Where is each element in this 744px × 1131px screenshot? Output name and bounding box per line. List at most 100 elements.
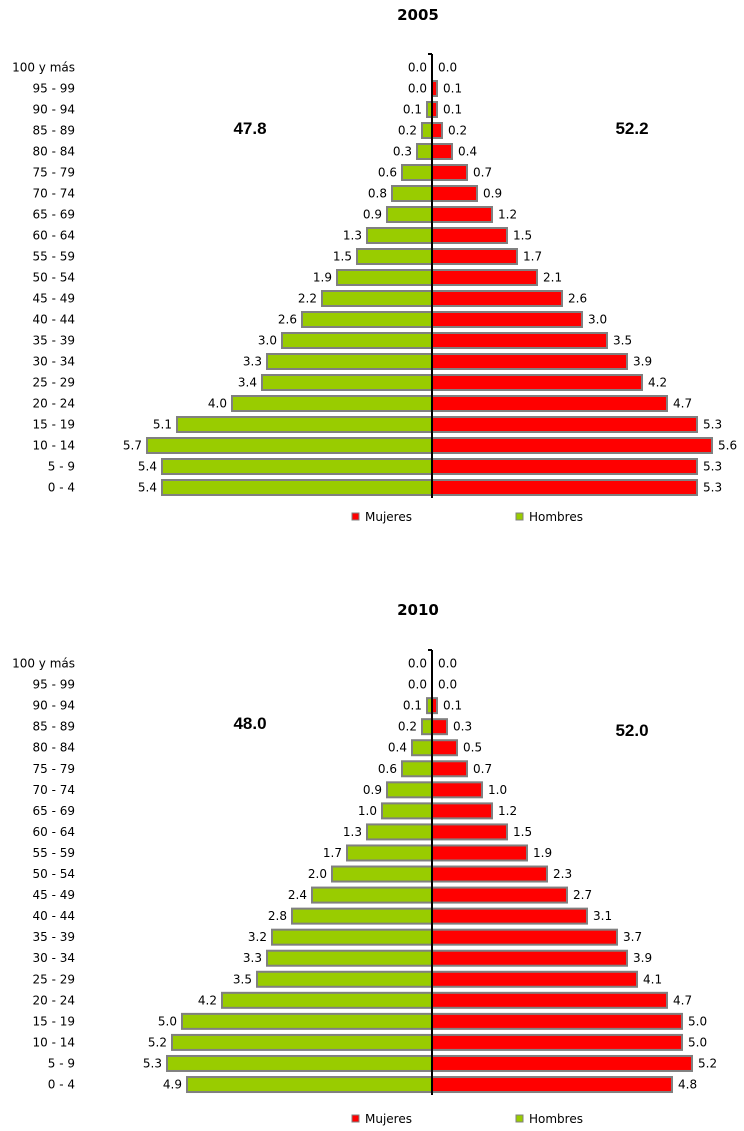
mujeres-value-label: 5.0 (688, 1014, 707, 1028)
mujeres-value-label: 0.5 (463, 741, 482, 755)
age-group-label: 30 - 34 (33, 951, 76, 965)
hombres-value-label: 5.7 (123, 439, 142, 453)
hombres-value-label: 2.4 (288, 888, 307, 902)
hombres-value-label: 1.0 (358, 804, 377, 818)
mujeres-value-label: 3.5 (613, 334, 632, 348)
age-group-label: 30 - 34 (33, 355, 76, 369)
hombres-value-label: 2.6 (278, 313, 297, 327)
legend-swatch-mujeres (351, 512, 360, 521)
legend-label-mujeres: Mujeres (365, 510, 412, 524)
legend-swatch-hombres (515, 512, 524, 521)
mujeres-value-label: 2.6 (568, 292, 587, 306)
mujeres-bar (431, 865, 548, 883)
mujeres-value-label: 4.1 (643, 972, 662, 986)
mujeres-bar (431, 479, 698, 496)
mujeres-value-label: 3.7 (623, 930, 642, 944)
hombres-value-label: 1.3 (343, 825, 362, 839)
hombres-value-label: 4.0 (208, 397, 227, 411)
age-group-label: 25 - 29 (33, 376, 76, 390)
age-group-label: 95 - 99 (33, 678, 76, 692)
mujeres-value-label: 0.2 (448, 124, 467, 138)
hombres-bar (356, 248, 433, 265)
hombres-value-label: 2.2 (298, 292, 317, 306)
mujeres-value-label: 1.5 (513, 825, 532, 839)
age-group-label: 15 - 19 (33, 418, 76, 432)
mujeres-bar (431, 185, 478, 202)
hombres-value-label: 4.9 (163, 1078, 182, 1092)
age-group-label: 40 - 44 (33, 313, 76, 327)
hombres-bar (421, 122, 433, 139)
age-group-label: 55 - 59 (33, 250, 76, 264)
mujeres-bar (431, 248, 518, 265)
age-group-label: 85 - 89 (33, 124, 76, 138)
hombres-value-label: 3.4 (238, 376, 257, 390)
mujeres-value-label: 1.9 (533, 846, 552, 860)
mujeres-bar (431, 844, 528, 862)
age-group-label: 55 - 59 (33, 846, 76, 860)
mujeres-bar (431, 1076, 673, 1094)
mujeres-bar (431, 395, 668, 412)
age-group-label: 0 - 4 (48, 481, 75, 495)
mujeres-bar (431, 332, 608, 349)
mujeres-bar (431, 907, 588, 925)
hombres-value-label: 5.1 (153, 418, 172, 432)
mujeres-value-label: 4.7 (673, 993, 692, 1007)
mujeres-value-label: 1.2 (498, 804, 517, 818)
mujeres-bar (431, 970, 638, 988)
age-group-label: 5 - 9 (48, 1056, 75, 1070)
age-group-label: 60 - 64 (33, 229, 76, 243)
mujeres-value-label: 5.6 (718, 439, 737, 453)
mujeres-value-label: 2.1 (543, 271, 562, 285)
hombres-value-label: 5.4 (138, 460, 157, 474)
hombres-bar (161, 458, 433, 475)
hombres-bar (336, 269, 433, 286)
mujeres-bar (431, 374, 643, 391)
hombres-bar (346, 844, 433, 862)
mujeres-total: 52.0 (615, 721, 648, 740)
mujeres-value-label: 0.7 (473, 762, 492, 776)
mujeres-bar (431, 290, 563, 307)
hombres-value-label: 5.2 (148, 1035, 167, 1049)
hombres-bar (391, 185, 433, 202)
age-group-label: 10 - 14 (33, 1035, 76, 1049)
age-group-label: 50 - 54 (33, 271, 76, 285)
mujeres-bar (431, 823, 508, 841)
age-group-label: 75 - 79 (33, 762, 76, 776)
mujeres-bar (431, 458, 698, 475)
hombres-value-label: 0.6 (378, 762, 397, 776)
hombres-bar (291, 907, 433, 925)
hombres-value-label: 5.4 (138, 481, 157, 495)
age-group-label: 5 - 9 (48, 460, 75, 474)
mujeres-bar (431, 781, 483, 799)
mujeres-bar (431, 760, 468, 778)
hombres-bar (421, 718, 433, 736)
mujeres-value-label: 0.7 (473, 166, 492, 180)
hombres-bar (221, 991, 433, 1009)
mujeres-value-label: 4.8 (678, 1078, 697, 1092)
hombres-bar (381, 802, 433, 820)
hombres-bar (266, 949, 433, 967)
mujeres-value-label: 0.9 (483, 187, 502, 201)
hombres-bar (401, 760, 433, 778)
mujeres-bar (431, 886, 568, 904)
hombres-value-label: 0.9 (363, 783, 382, 797)
hombres-bar (416, 143, 433, 160)
age-group-label: 90 - 94 (33, 103, 76, 117)
mujeres-bar (431, 949, 628, 967)
age-group-label: 70 - 74 (33, 783, 76, 797)
mujeres-bar (431, 206, 493, 223)
mujeres-bar (431, 1054, 693, 1072)
hombres-total: 48.0 (233, 714, 266, 733)
hombres-value-label: 0.1 (403, 699, 422, 713)
hombres-value-label: 3.3 (243, 951, 262, 965)
mujeres-bar (431, 718, 448, 736)
age-group-label: 75 - 79 (33, 166, 76, 180)
hombres-bar (366, 227, 433, 244)
age-group-label: 20 - 24 (33, 993, 76, 1007)
hombres-value-label: 1.5 (333, 250, 352, 264)
hombres-bar (231, 395, 433, 412)
hombres-value-label: 5.3 (143, 1056, 162, 1070)
hombres-value-label: 3.5 (233, 972, 252, 986)
mujeres-bar (431, 353, 628, 370)
mujeres-value-label: 4.2 (648, 376, 667, 390)
